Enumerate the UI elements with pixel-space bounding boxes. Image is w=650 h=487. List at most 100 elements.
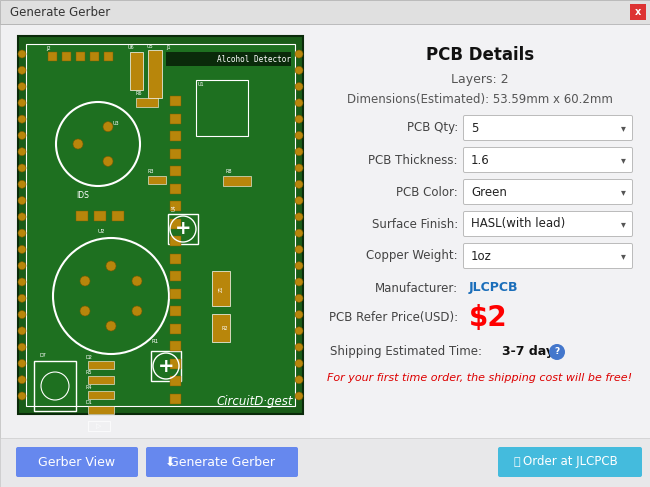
Circle shape — [295, 66, 303, 75]
Text: Generate Gerber: Generate Gerber — [10, 5, 111, 19]
Bar — [18, 36, 303, 414]
Circle shape — [18, 99, 26, 107]
Text: $2: $2 — [469, 304, 508, 332]
Text: ▾: ▾ — [621, 219, 625, 229]
Circle shape — [295, 131, 303, 139]
Circle shape — [295, 164, 303, 172]
Circle shape — [18, 375, 26, 384]
Bar — [170, 288, 181, 299]
Circle shape — [106, 321, 116, 331]
Circle shape — [295, 229, 303, 237]
FancyBboxPatch shape — [463, 244, 632, 268]
Bar — [170, 271, 181, 281]
Bar — [196, 80, 248, 136]
Circle shape — [103, 122, 113, 131]
Bar — [136, 98, 158, 107]
Circle shape — [295, 148, 303, 156]
Circle shape — [295, 180, 303, 188]
Bar — [212, 314, 230, 342]
Bar — [223, 176, 251, 186]
Text: R6: R6 — [136, 91, 142, 96]
Text: Gerber View: Gerber View — [38, 455, 116, 468]
Text: +: + — [175, 220, 191, 239]
Text: ▾: ▾ — [621, 187, 625, 197]
Text: PCB Details: PCB Details — [426, 46, 534, 64]
Bar — [88, 361, 114, 369]
FancyBboxPatch shape — [498, 447, 642, 477]
Circle shape — [18, 359, 26, 367]
Text: JLCPCB: JLCPCB — [469, 281, 519, 295]
Bar — [148, 50, 162, 98]
Circle shape — [18, 327, 26, 335]
Circle shape — [80, 276, 90, 286]
Circle shape — [18, 131, 26, 139]
Circle shape — [295, 115, 303, 123]
Bar — [170, 358, 181, 369]
Bar — [88, 406, 114, 414]
Bar — [48, 52, 57, 61]
Bar — [170, 393, 181, 404]
Bar — [94, 211, 106, 221]
Text: ?: ? — [554, 348, 560, 356]
Circle shape — [18, 278, 26, 286]
Bar — [90, 52, 99, 61]
Text: J1: J1 — [166, 45, 170, 50]
FancyBboxPatch shape — [463, 115, 632, 141]
Text: Manufacturer:: Manufacturer: — [375, 281, 458, 295]
Circle shape — [18, 229, 26, 237]
Text: 🛒: 🛒 — [514, 457, 520, 467]
Bar — [170, 376, 181, 386]
Circle shape — [295, 375, 303, 384]
Text: Alcohol Detector: Alcohol Detector — [217, 55, 291, 63]
Bar — [88, 421, 110, 431]
Bar — [170, 96, 181, 106]
Circle shape — [295, 213, 303, 221]
FancyBboxPatch shape — [146, 447, 298, 477]
Bar — [310, 24, 650, 439]
Bar — [170, 113, 181, 124]
Circle shape — [295, 294, 303, 302]
Text: PCB Color:: PCB Color: — [396, 186, 458, 199]
Text: U4: U4 — [172, 204, 177, 210]
Circle shape — [295, 359, 303, 367]
Bar — [26, 44, 295, 406]
Bar — [170, 236, 181, 246]
Bar — [168, 214, 198, 244]
Bar — [170, 166, 181, 176]
Bar — [170, 341, 181, 351]
Bar — [151, 351, 181, 381]
Bar — [88, 376, 114, 384]
FancyBboxPatch shape — [630, 4, 646, 20]
Circle shape — [295, 99, 303, 107]
Text: Shipping Estimated Time:: Shipping Estimated Time: — [330, 345, 482, 358]
Circle shape — [295, 197, 303, 205]
Text: U6: U6 — [128, 45, 135, 50]
Text: Order at JLCPCB: Order at JLCPCB — [523, 455, 618, 468]
Text: D2: D2 — [86, 355, 93, 360]
Text: R3: R3 — [148, 169, 155, 174]
Text: U1: U1 — [198, 82, 205, 87]
Bar — [170, 323, 181, 334]
Circle shape — [106, 261, 116, 271]
Bar — [62, 52, 71, 61]
Text: Dimensions(Estimated): 53.59mm x 60.2mm: Dimensions(Estimated): 53.59mm x 60.2mm — [347, 94, 613, 107]
FancyBboxPatch shape — [463, 180, 632, 205]
Circle shape — [132, 306, 142, 316]
Text: R8: R8 — [225, 169, 231, 174]
Text: R1: R1 — [151, 339, 158, 344]
Text: U5: U5 — [147, 44, 153, 49]
Text: D7: D7 — [40, 353, 47, 358]
Text: Generate Gerber: Generate Gerber — [169, 455, 275, 468]
Text: U3: U3 — [113, 121, 120, 126]
Bar — [170, 184, 181, 193]
Circle shape — [18, 83, 26, 91]
Text: 1oz: 1oz — [471, 249, 492, 262]
Text: x: x — [635, 7, 641, 17]
Text: 1.6: 1.6 — [471, 153, 489, 167]
Bar — [212, 271, 230, 306]
Circle shape — [295, 245, 303, 253]
Text: R2: R2 — [222, 325, 228, 331]
FancyBboxPatch shape — [16, 447, 138, 477]
Text: Copper Weight:: Copper Weight: — [367, 249, 458, 262]
Text: IDS: IDS — [76, 191, 89, 201]
